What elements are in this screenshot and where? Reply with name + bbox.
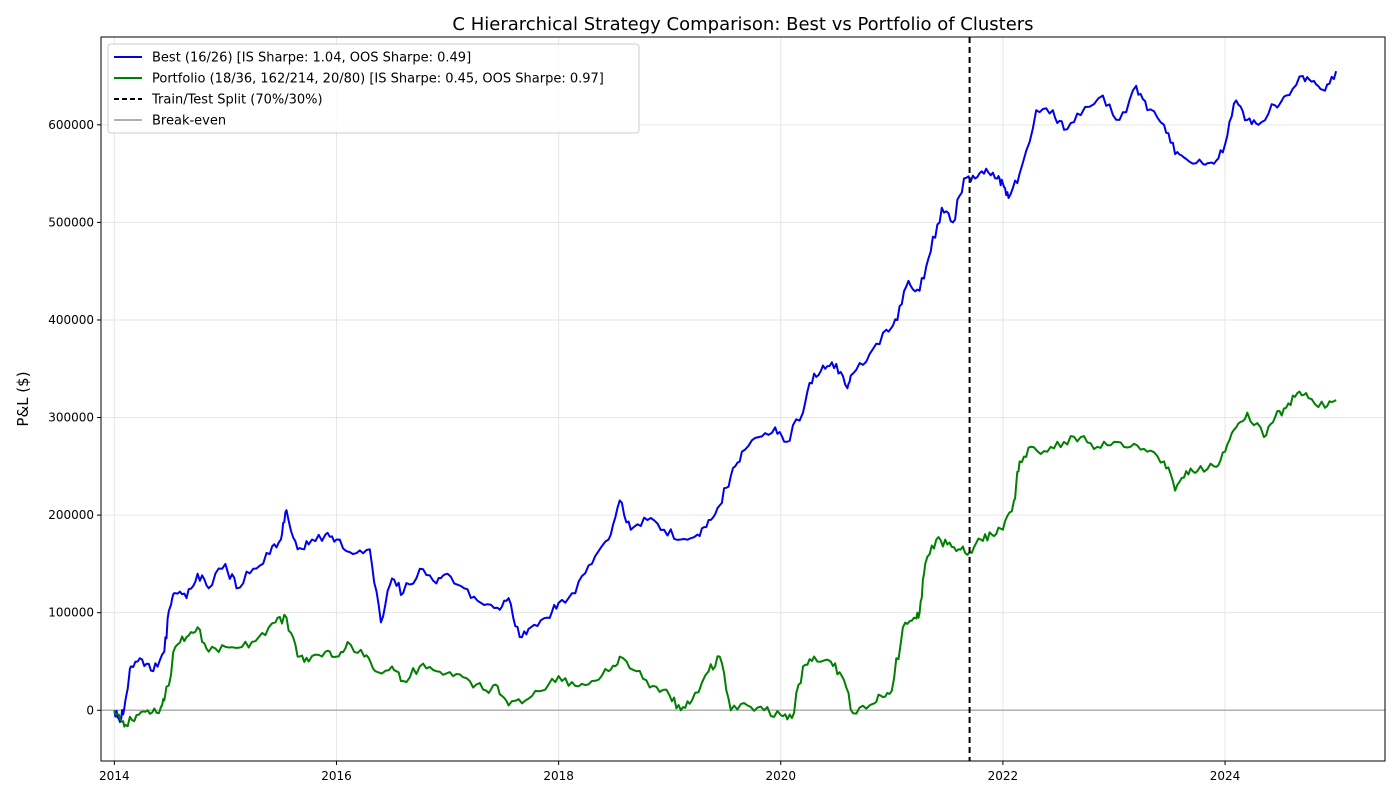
x-tick-label: 2020 bbox=[765, 769, 796, 783]
series-line-0 bbox=[113, 70, 1338, 723]
plot-frame bbox=[100, 36, 1386, 762]
x-tick-label: 2018 bbox=[543, 769, 574, 783]
chart-title: C Hierarchical Strategy Comparison: Best… bbox=[452, 14, 1033, 35]
y-tick-label: 200000 bbox=[48, 508, 94, 522]
x-tick-label: 2014 bbox=[99, 769, 130, 783]
legend-label: Train/Test Split (70%/30%) bbox=[151, 93, 323, 108]
series-lines bbox=[113, 70, 1338, 728]
y-tick-label: 100000 bbox=[48, 606, 94, 620]
grid-lines bbox=[101, 37, 1385, 761]
series-line-1 bbox=[113, 390, 1337, 728]
legend-label: Best (16/26) [IS Sharpe: 1.04, OOS Sharp… bbox=[152, 51, 471, 66]
legend-label: Break-even bbox=[152, 114, 226, 129]
x-tick-label: 2022 bbox=[988, 769, 1019, 783]
y-tick-label: 500000 bbox=[48, 215, 94, 229]
y-axis-ticks: 0 100000 200000 300000 400000 500000 600000 bbox=[48, 118, 101, 717]
legend-label: Portfolio (18/36, 162/214, 20/80) [IS Sh… bbox=[152, 72, 604, 87]
y-tick-label: 300000 bbox=[48, 411, 94, 425]
x-tick-label: 2016 bbox=[321, 769, 352, 783]
x-axis-ticks: 2014 2016 2018 2020 2022 2024 bbox=[99, 761, 1240, 783]
y-tick-label: 600000 bbox=[48, 118, 94, 132]
legend-box bbox=[107, 43, 640, 134]
y-axis-label: P&L ($) bbox=[14, 371, 32, 426]
x-tick-label: 2024 bbox=[1210, 769, 1241, 783]
legend: Best (16/26) [IS Sharpe: 1.04, OOS Sharp… bbox=[107, 43, 640, 134]
y-tick-label: 400000 bbox=[48, 313, 94, 327]
y-tick-label: 0 bbox=[86, 703, 94, 717]
